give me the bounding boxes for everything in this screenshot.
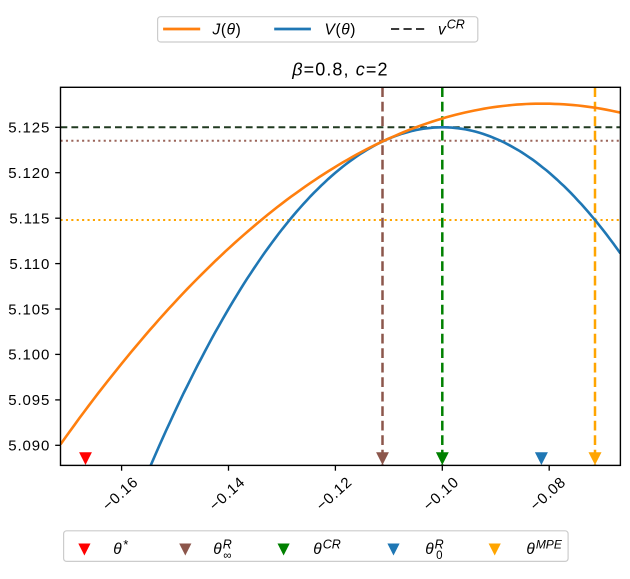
svg-text:5.115: 5.115 <box>9 211 50 228</box>
svg-text:θR∞: θR ∞ <box>213 537 231 562</box>
svg-text:V(θ): V(θ) <box>325 22 357 39</box>
svg-text:5.105: 5.105 <box>8 301 50 318</box>
svg-text:5.100: 5.100 <box>8 347 50 364</box>
svg-text:5.110: 5.110 <box>9 256 50 273</box>
svg-text:5.095: 5.095 <box>8 392 50 409</box>
svg-text:β=0.8, c=2: β=0.8, c=2 <box>291 60 388 80</box>
svg-text:J(θ): J(θ) <box>212 22 242 39</box>
svg-text:5.120: 5.120 <box>8 165 50 182</box>
svg-text:θR0: θR 0 <box>425 537 443 562</box>
svg-text:5.090: 5.090 <box>8 438 50 455</box>
svg-text:5.125: 5.125 <box>8 120 50 137</box>
